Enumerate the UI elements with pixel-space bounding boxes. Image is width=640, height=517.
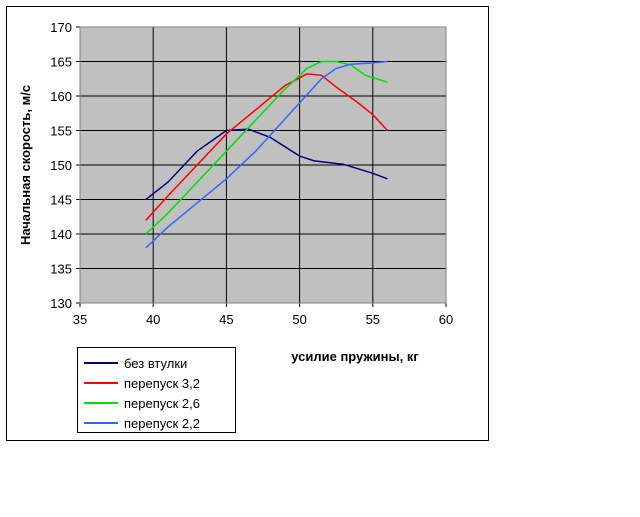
y-tick-label: 160 — [50, 89, 72, 104]
x-tick-label: 45 — [219, 312, 233, 327]
y-axis-label: Начальная скорость, м/с — [18, 85, 33, 245]
y-tick-label: 170 — [50, 20, 72, 35]
series-line — [145, 128, 388, 201]
plot-border — [79, 26, 447, 304]
legend-label: без втулки — [124, 356, 187, 371]
y-tick-label: 150 — [50, 158, 72, 173]
y-tick-label: 165 — [50, 55, 72, 70]
legend-label: перепуск 2,6 — [124, 396, 200, 411]
y-tick-label: 135 — [50, 262, 72, 277]
y-tick-label: 155 — [50, 124, 72, 139]
x-tick-label: 35 — [73, 312, 87, 327]
legend-label: перепуск 3,2 — [124, 376, 200, 391]
series-line — [145, 60, 388, 249]
series-line — [145, 73, 388, 221]
x-axis-label: усилие пружины, кг — [291, 349, 419, 364]
y-tick-label: 130 — [50, 296, 72, 311]
x-tick-label: 50 — [292, 312, 306, 327]
x-tick-label: 55 — [366, 312, 380, 327]
y-tick-label: 145 — [50, 193, 72, 208]
y-tick-label: 140 — [50, 227, 72, 242]
series-line — [145, 60, 388, 235]
x-tick-label: 40 — [146, 312, 160, 327]
legend — [77, 347, 236, 433]
x-tick-label: 60 — [439, 312, 453, 327]
legend-label: перепуск 2,2 — [124, 416, 200, 431]
